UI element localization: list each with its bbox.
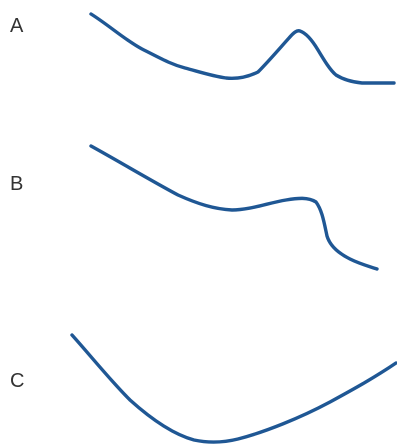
panel-a-label: A (10, 15, 24, 37)
panel-c: C (10, 333, 397, 444)
panel-c-label: C (10, 370, 24, 392)
panel-b-curve (89, 144, 379, 271)
panel-c-curve (70, 333, 397, 444)
panel-a: A (10, 12, 396, 85)
panel-b-label: B (10, 173, 23, 195)
panel-a-curve (89, 12, 396, 85)
panel-b: B (10, 144, 379, 271)
